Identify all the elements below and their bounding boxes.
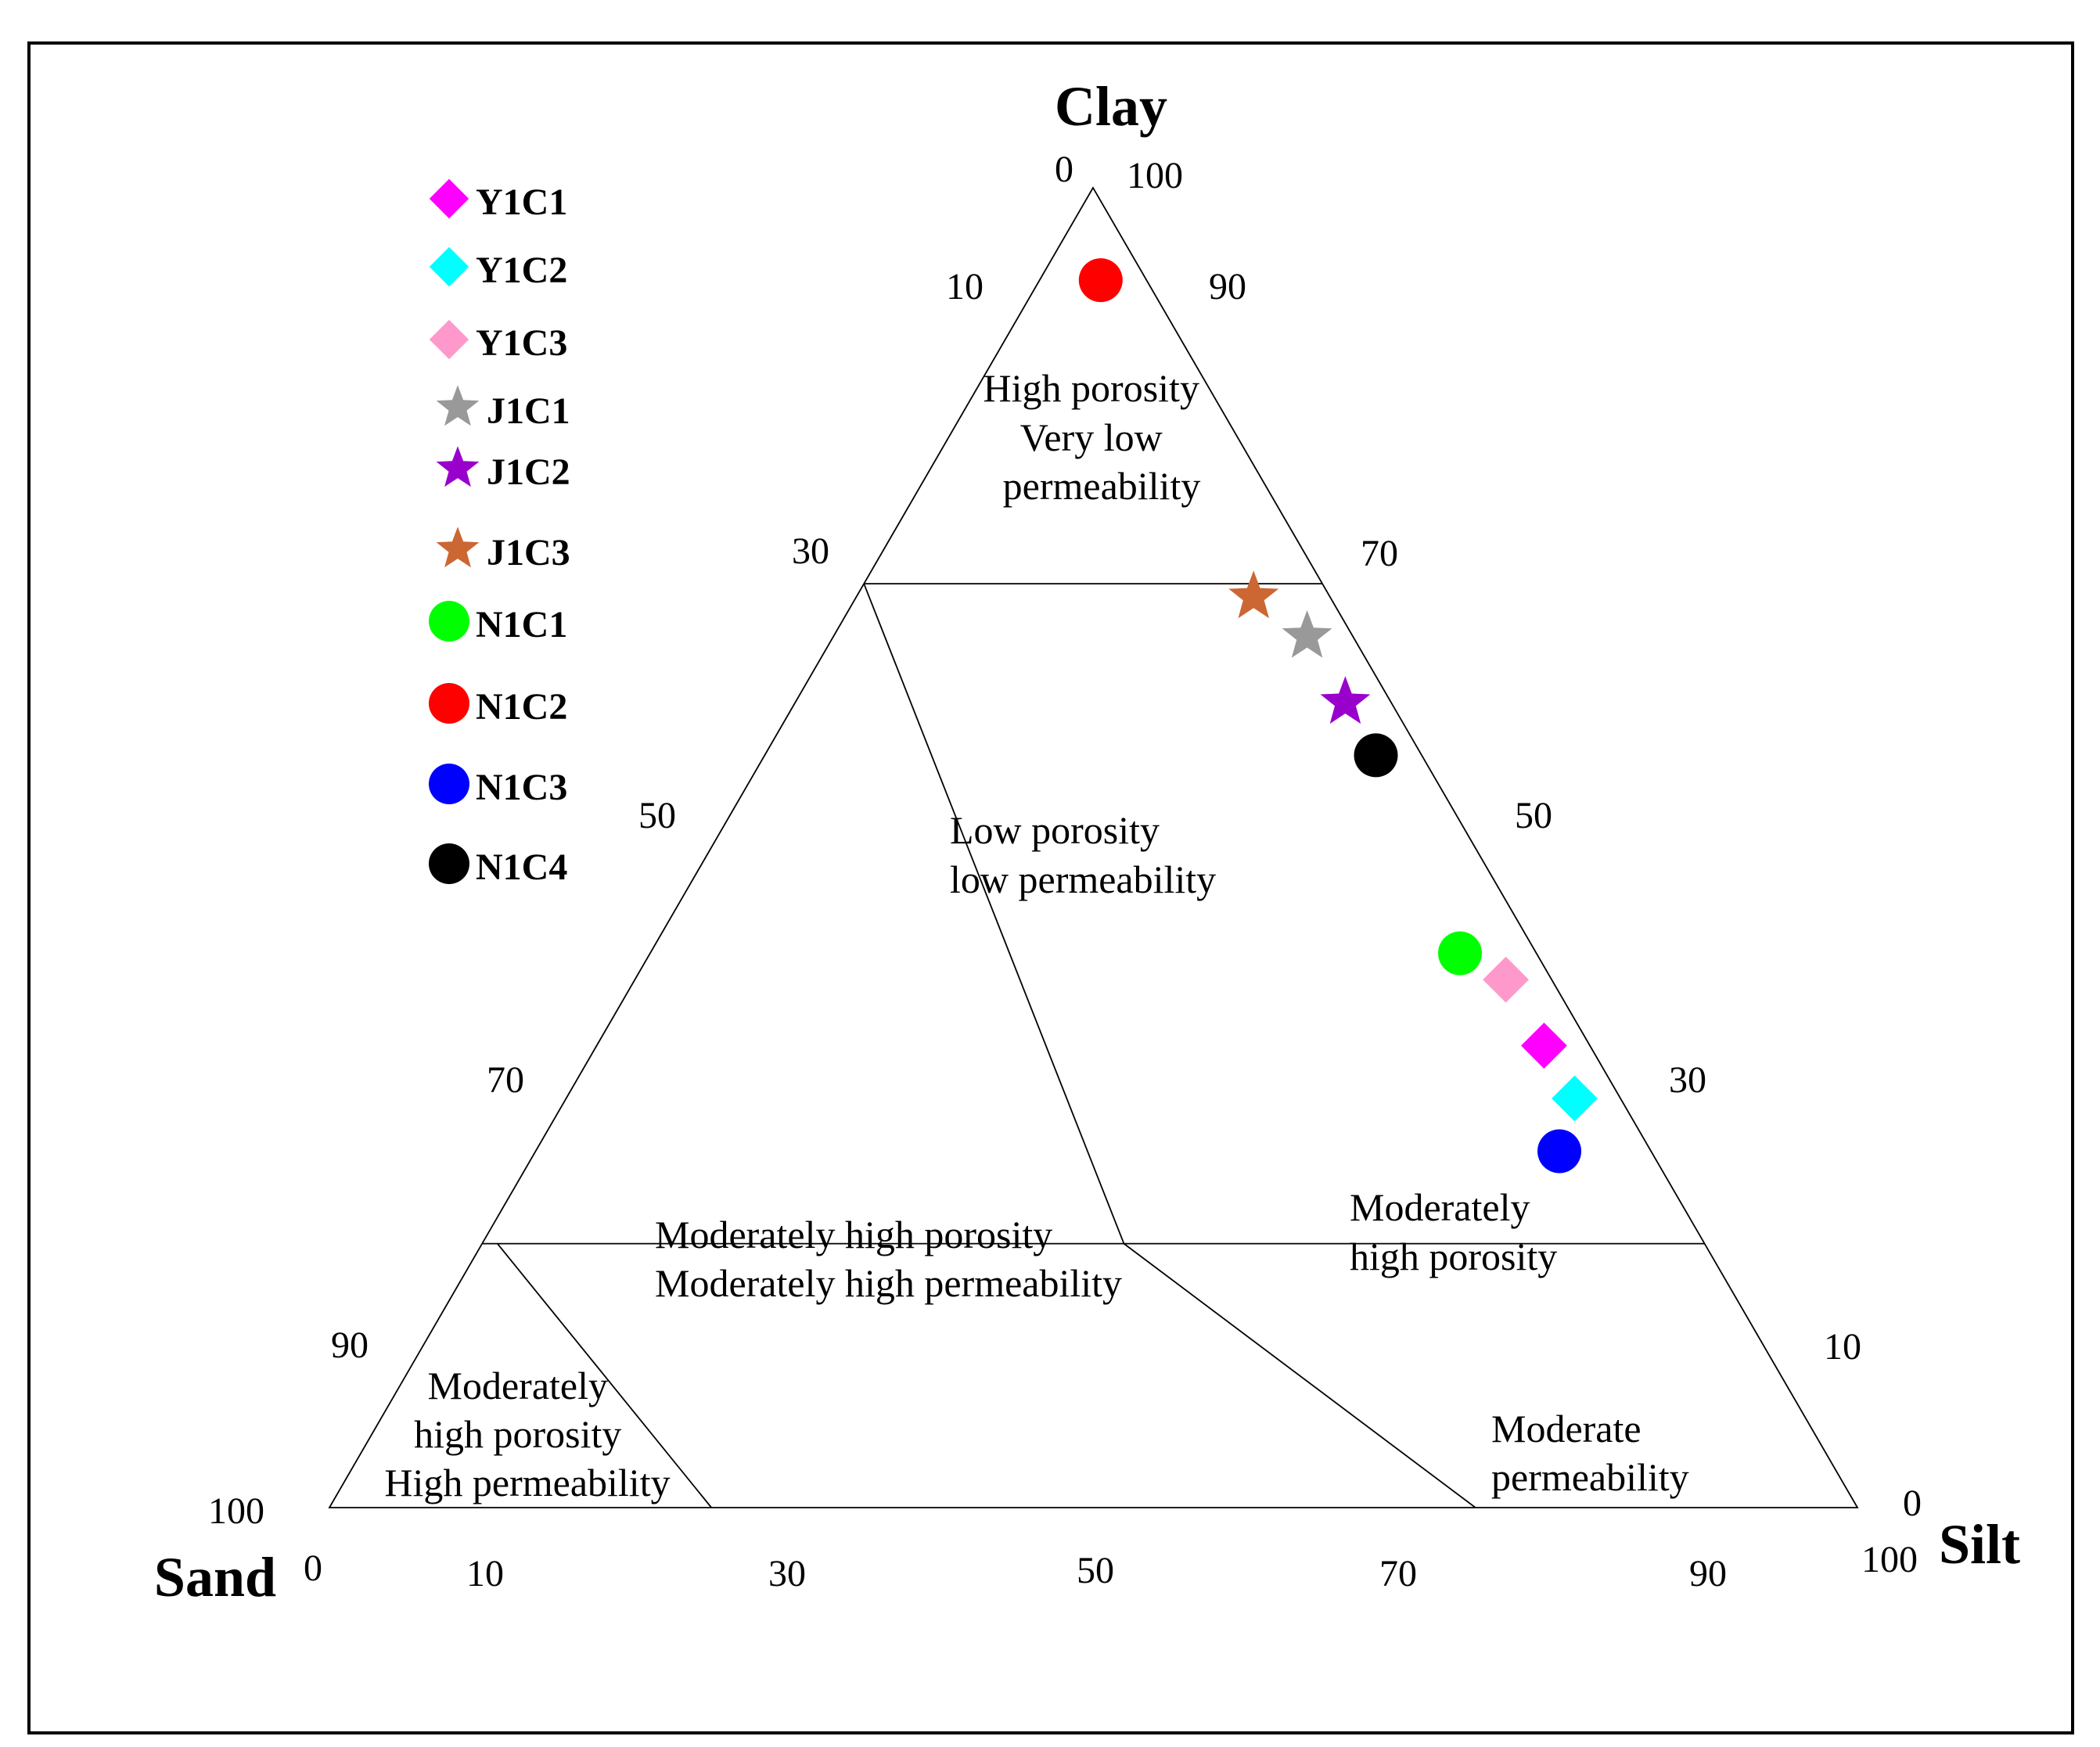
left-tick: 50 <box>638 795 676 836</box>
zone-label-moderately-high-porosity-moderately-high-permeability: Moderately high porosity Moderately high… <box>655 1213 1122 1305</box>
point-n1c2 <box>1078 258 1123 303</box>
legend-label-j1c3: J1C3 <box>487 532 570 573</box>
right-tick: 0 <box>1903 1483 1922 1524</box>
legend-marker-y1c3 <box>429 319 469 360</box>
point-n1c1 <box>1438 931 1483 976</box>
legend-marker-j1c3 <box>436 527 480 568</box>
legend-label-y1c2: Y1C2 <box>476 250 567 291</box>
legend-marker-n1c4 <box>429 843 469 884</box>
point-n1c3 <box>1537 1129 1582 1174</box>
right-tick: 70 <box>1361 533 1398 574</box>
left-tick: 70 <box>487 1059 524 1101</box>
point-y1c2 <box>1552 1075 1598 1122</box>
left-tick: 100 <box>208 1490 264 1532</box>
silt-vertex-label: Silt <box>1939 1513 2020 1576</box>
legend-label-n1c4: N1C4 <box>476 847 567 888</box>
legend-label-j1c2: J1C2 <box>487 451 570 493</box>
legend-label-n1c1: N1C1 <box>476 604 567 645</box>
figure-frame <box>27 41 2074 1734</box>
bottom-tick: 30 <box>768 1553 806 1594</box>
zone-boundaries <box>482 583 1705 1508</box>
zone-label-moderately-high-porosity: Moderately high porosity <box>1350 1185 1557 1278</box>
right-tick: 30 <box>1669 1059 1706 1101</box>
zone-label-moderate-permeability: Moderate permeability <box>1491 1407 1689 1499</box>
bottom-tick: 90 <box>1689 1553 1727 1594</box>
right-tick: 10 <box>1824 1326 1861 1368</box>
bottom-tick: 50 <box>1077 1550 1114 1591</box>
point-n1c4 <box>1354 733 1398 778</box>
zone-label-moderately-high-porosity-high-permeability: Moderately high porosity High permeabili… <box>384 1364 670 1504</box>
legend-label-y1c3: Y1C3 <box>476 322 567 364</box>
left-tick: 0 <box>1055 149 1073 190</box>
zone-label-high-porosity-very-low-permeability: High porosity Very low permeability <box>983 366 1210 508</box>
right-tick: 100 <box>1127 155 1183 196</box>
legend-label-y1c1: Y1C1 <box>476 182 567 223</box>
legend-marker-n1c1 <box>429 601 469 642</box>
legend-marker-n1c3 <box>429 764 469 804</box>
point-y1c1 <box>1521 1023 1567 1069</box>
point-y1c3 <box>1483 956 1530 1003</box>
clay-vertex-label: Clay <box>1055 75 1167 138</box>
legend-marker-j1c1 <box>436 385 480 426</box>
legend-label-n1c3: N1C3 <box>476 767 567 808</box>
legend-marker-y1c1 <box>429 178 469 219</box>
sand-vertex-label: Sand <box>154 1546 276 1609</box>
bottom-tick: 10 <box>466 1553 504 1594</box>
legend-label-j1c1: J1C1 <box>487 390 570 432</box>
bottom-tick: 70 <box>1379 1553 1417 1594</box>
zone-label-low-porosity-low-permeability: Low porosity low permeability <box>950 808 1216 901</box>
legend: Y1C1 Y1C2 Y1C3 J1C1 J1C2 J1C3 N1C1 N1C2 N1C3 N1C4 <box>429 178 570 888</box>
legend-marker-y1c2 <box>429 246 469 287</box>
ternary-triangle <box>328 186 1859 1508</box>
zone-boundary-line <box>1123 1242 1476 1508</box>
legend-marker-n1c2 <box>429 683 469 724</box>
point-j1c1 <box>1282 610 1332 658</box>
left-tick: 30 <box>792 530 829 572</box>
bottom-tick: 100 <box>1861 1539 1918 1580</box>
legend-label-n1c2: N1C2 <box>476 686 567 728</box>
point-j1c2 <box>1320 676 1371 724</box>
point-j1c3 <box>1228 570 1279 619</box>
left-tick: 90 <box>331 1325 369 1366</box>
zone-boundary-line <box>863 583 1125 1244</box>
legend-marker-j1c2 <box>436 446 480 487</box>
right-tick: 50 <box>1515 795 1552 836</box>
data-points <box>1078 258 1598 1174</box>
zone-boundary-line <box>497 1243 712 1508</box>
right-tick: 90 <box>1209 266 1246 307</box>
bottom-tick: 0 <box>304 1547 322 1589</box>
left-tick: 10 <box>946 266 983 307</box>
